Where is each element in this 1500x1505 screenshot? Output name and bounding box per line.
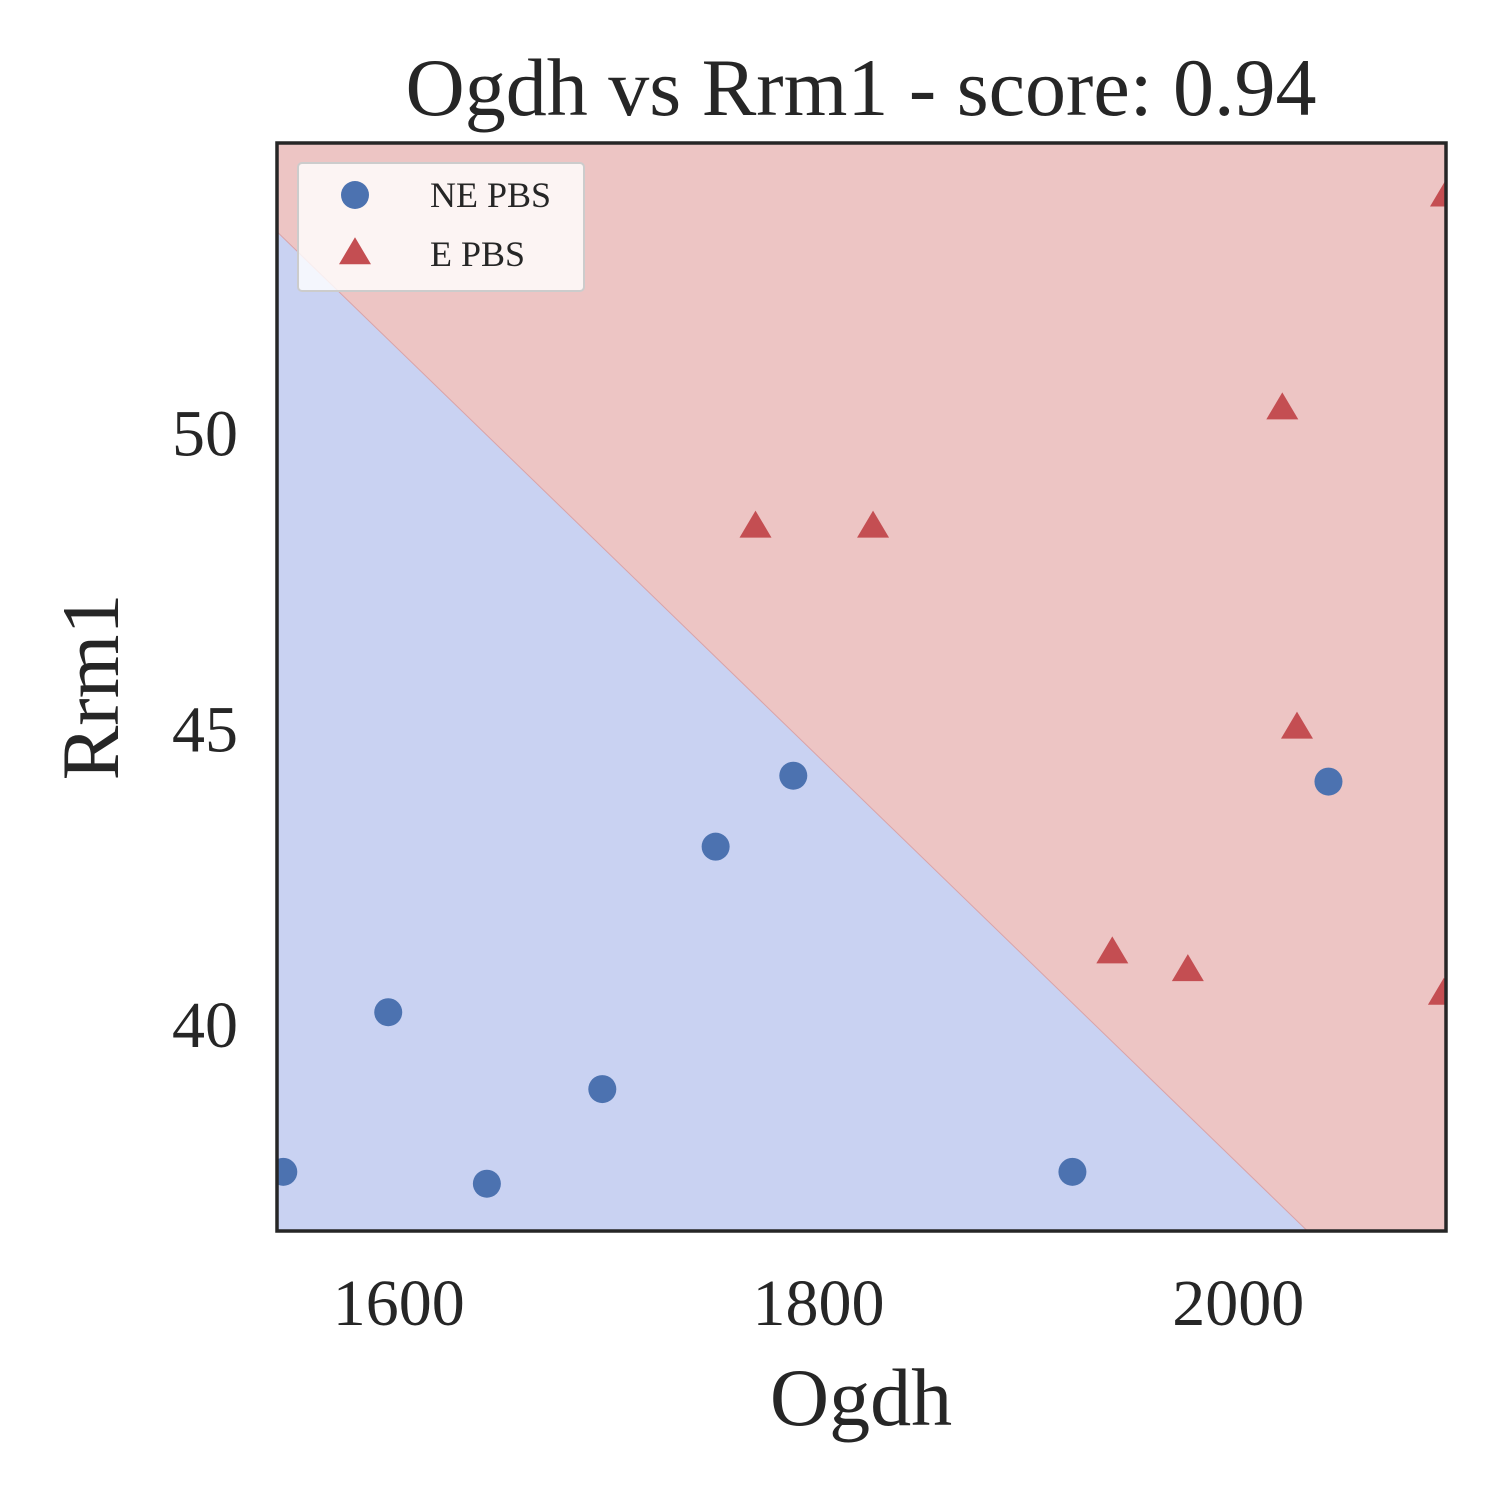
point-ne-pbs-6 <box>1058 1157 1087 1186</box>
plot-frame <box>275 141 1448 1233</box>
decision-boundary <box>277 231 1308 1231</box>
point-e-pbs-1 <box>857 510 890 538</box>
legend-label-e-pbs: E PBS <box>430 234 525 274</box>
point-e-pbs-2 <box>1096 936 1129 964</box>
point-e-pbs-6 <box>1430 179 1446 207</box>
legend-label-ne-pbs: NE PBS <box>430 175 551 215</box>
legend: NE PBS E PBS <box>297 162 585 292</box>
point-ne-pbs-5 <box>779 761 808 790</box>
y-axis-label: Rrm1 <box>45 594 136 781</box>
x-tick-label: 2000 <box>1172 1267 1304 1340</box>
point-e-pbs-0 <box>739 510 772 538</box>
y-tick-label: 40 <box>172 989 238 1062</box>
point-ne-pbs-1 <box>374 998 403 1027</box>
point-ne-pbs-3 <box>588 1075 617 1104</box>
x-tick-label: 1600 <box>333 1267 465 1340</box>
x-axis-label: Ogdh <box>770 1352 952 1443</box>
x-tick-label: 1800 <box>752 1267 884 1340</box>
legend-box <box>297 162 585 292</box>
point-ne-pbs-7 <box>1314 767 1343 796</box>
point-e-pbs-3 <box>1171 954 1204 982</box>
legend-marker-ne-pbs <box>341 181 369 209</box>
point-ne-pbs-2 <box>472 1169 501 1198</box>
legend-marker-e-pbs <box>339 237 371 265</box>
point-e-pbs-7 <box>1427 977 1446 1005</box>
point-e-pbs-4 <box>1266 392 1299 420</box>
chart-title: Ogdh vs Rrm1 - score: 0.94 <box>405 42 1316 133</box>
y-tick-label: 50 <box>172 398 238 471</box>
y-tick-label: 45 <box>172 693 238 766</box>
point-ne-pbs-4 <box>701 832 730 861</box>
point-ne-pbs-0 <box>277 1157 298 1186</box>
point-e-pbs-5 <box>1280 711 1313 739</box>
